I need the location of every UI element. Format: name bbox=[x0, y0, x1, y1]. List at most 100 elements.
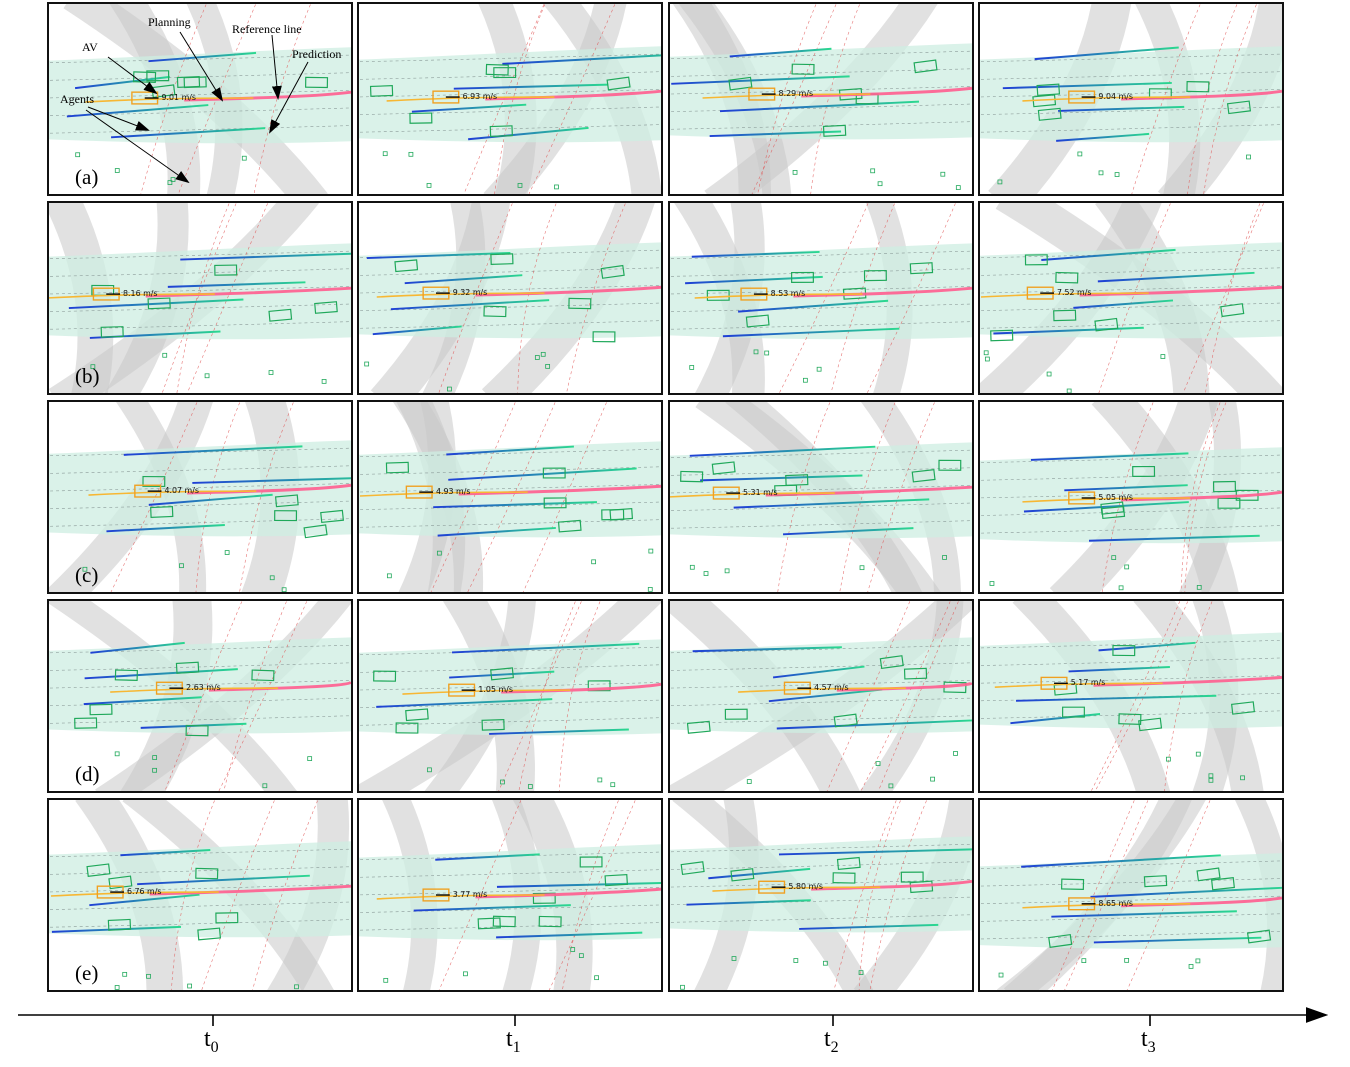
planning-trajectory bbox=[402, 689, 571, 695]
reference-network-line bbox=[757, 4, 817, 194]
planning-trajectory bbox=[50, 891, 219, 897]
av-speed-label: 9.01 m/s bbox=[162, 93, 197, 102]
pedestrian-agent bbox=[870, 168, 876, 174]
prediction-trajectory bbox=[671, 75, 850, 85]
prediction-trajectory bbox=[686, 899, 811, 906]
pedestrian-agent bbox=[386, 573, 392, 579]
pedestrian-agent bbox=[114, 751, 120, 757]
agent-box bbox=[542, 467, 566, 479]
reference-network-line bbox=[878, 601, 959, 791]
agent-box bbox=[268, 308, 293, 322]
lane-corridor bbox=[670, 442, 972, 539]
av-speed-label: 5.31 m/s bbox=[743, 488, 778, 497]
agent-box bbox=[879, 655, 904, 670]
reference-line bbox=[1079, 285, 1282, 297]
prediction-trajectory bbox=[708, 867, 811, 880]
prediction-trajectory bbox=[772, 665, 865, 679]
agent-box bbox=[1118, 713, 1142, 725]
prediction-trajectory bbox=[1016, 694, 1217, 702]
pedestrian-agent bbox=[597, 777, 603, 783]
scene-panel-d-t1: 1.05 m/s bbox=[357, 599, 663, 793]
scene-panel-b-t1: 9.32 m/s bbox=[357, 201, 663, 395]
prediction-trajectory bbox=[106, 523, 225, 533]
agent-box bbox=[1196, 867, 1221, 882]
agent-box bbox=[1226, 100, 1252, 115]
reference-line bbox=[485, 89, 661, 101]
agent-box bbox=[538, 915, 562, 928]
agent-box bbox=[369, 85, 394, 97]
prediction-trajectory bbox=[1021, 854, 1221, 868]
prediction-trajectory bbox=[180, 252, 351, 261]
pedestrian-agent bbox=[591, 559, 597, 565]
agent-box bbox=[686, 720, 711, 734]
agent-box bbox=[604, 873, 628, 887]
av-speed-label: 3.77 m/s bbox=[453, 890, 488, 899]
agent-box bbox=[543, 497, 567, 509]
agent-box bbox=[107, 918, 132, 931]
pedestrian-agent bbox=[953, 751, 958, 756]
pedestrian-agent bbox=[241, 155, 247, 161]
agent-box bbox=[1211, 877, 1235, 891]
reference-network-line bbox=[463, 4, 545, 194]
pedestrian-agent bbox=[610, 782, 616, 788]
pedestrian-agent bbox=[746, 779, 752, 784]
pedestrian-agent bbox=[534, 355, 540, 360]
pedestrian-agent bbox=[1098, 170, 1104, 176]
scene-panel-c-t0: 4.07 m/s bbox=[47, 400, 353, 594]
pedestrian-agent bbox=[1081, 958, 1087, 963]
agent-box bbox=[150, 506, 174, 518]
pedestrian-agent bbox=[816, 366, 822, 372]
planning-trajectory bbox=[994, 682, 1163, 688]
lane-corridor bbox=[670, 43, 972, 140]
agent-box bbox=[373, 670, 397, 682]
agent-box bbox=[587, 680, 611, 692]
agent-box bbox=[1055, 271, 1079, 284]
planning-trajectory bbox=[694, 293, 863, 299]
agent-box bbox=[108, 875, 133, 890]
annotation-agents: Agents bbox=[60, 92, 94, 106]
agent-box bbox=[74, 717, 98, 729]
pedestrian-agent bbox=[930, 776, 935, 782]
agent-box bbox=[938, 459, 962, 471]
prediction-trajectory bbox=[1058, 105, 1185, 112]
reference-network-line bbox=[223, 601, 288, 791]
pedestrian-agent bbox=[998, 972, 1004, 978]
pedestrian-agent bbox=[803, 377, 808, 383]
planning-trajectory bbox=[738, 687, 906, 693]
av-speed-label: 8.53 m/s bbox=[771, 289, 806, 298]
agent-box bbox=[175, 661, 200, 674]
agent-box bbox=[1246, 929, 1272, 944]
scene-panel-b-t0: 8.16 m/s bbox=[47, 201, 353, 395]
pedestrian-agent bbox=[82, 566, 88, 572]
pedestrian-agent bbox=[1196, 585, 1202, 590]
prediction-trajectory bbox=[1093, 936, 1262, 944]
reference-network-line bbox=[1051, 800, 1135, 990]
prediction-trajectory bbox=[1030, 452, 1189, 461]
lane-corridor bbox=[670, 836, 972, 933]
reference-network-line bbox=[562, 800, 619, 990]
prediction-trajectory bbox=[1002, 81, 1172, 90]
av-speed-label: 1.05 m/s bbox=[478, 685, 513, 694]
agent-box bbox=[903, 667, 928, 680]
row-label-e: (e) bbox=[75, 961, 99, 985]
reference-line bbox=[811, 879, 972, 891]
pedestrian-agent bbox=[122, 971, 128, 977]
agent-box bbox=[142, 475, 166, 488]
agent-box bbox=[724, 708, 748, 720]
lane-corridor bbox=[980, 853, 1282, 950]
prediction-trajectory bbox=[1068, 666, 1170, 673]
planning-trajectory bbox=[712, 886, 881, 892]
pedestrian-agent bbox=[875, 761, 881, 766]
pedestrian-agent bbox=[1077, 151, 1083, 157]
agent-box bbox=[1132, 465, 1156, 477]
lane-corridor bbox=[980, 242, 1282, 339]
reference-network-line bbox=[252, 800, 319, 990]
av-speed-label: 6.93 m/s bbox=[463, 92, 498, 101]
agent-box bbox=[214, 264, 238, 276]
pedestrian-agent bbox=[540, 351, 546, 357]
prediction-trajectory bbox=[446, 445, 574, 456]
time-tick-label-1: t1 bbox=[506, 1026, 521, 1056]
lane-corridor bbox=[359, 639, 661, 736]
pedestrian-agent bbox=[436, 550, 442, 556]
pedestrian-agent bbox=[858, 970, 864, 975]
